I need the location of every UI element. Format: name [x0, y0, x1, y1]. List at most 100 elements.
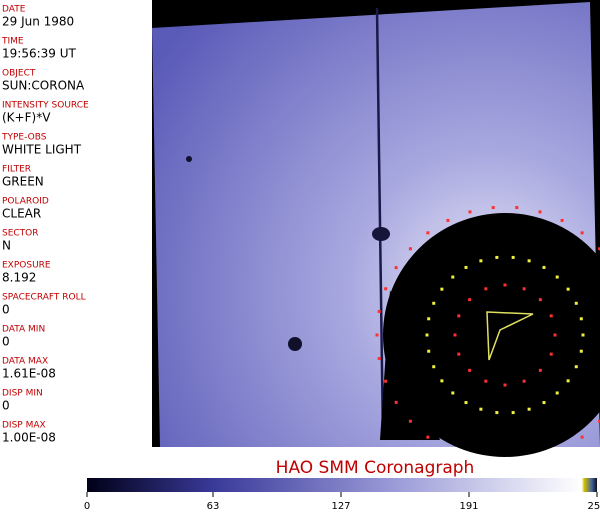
- tick-label: 0: [84, 501, 90, 512]
- dot: [464, 265, 468, 269]
- dot: [408, 419, 412, 423]
- dot: [468, 210, 472, 214]
- dot: [580, 231, 584, 235]
- dot: [542, 265, 546, 269]
- field-label: EXPOSURE: [2, 261, 51, 271]
- dot: [377, 357, 381, 361]
- dot: [579, 317, 583, 321]
- field-value: 8.192: [2, 271, 36, 285]
- field-value: 19:56:39 UT: [2, 47, 76, 61]
- field-label: TIME: [1, 37, 24, 47]
- dot: [579, 349, 583, 353]
- spot: [186, 156, 192, 162]
- dot: [426, 435, 430, 439]
- field-value: 0: [2, 335, 10, 349]
- dot: [555, 391, 559, 395]
- dot: [495, 255, 499, 259]
- tick-label: 255: [587, 501, 600, 512]
- dot: [464, 401, 468, 405]
- occulter-arm: [375, 7, 385, 441]
- dot: [522, 379, 526, 383]
- dot: [479, 407, 483, 411]
- colorbar-axis: 0 63 127 191 255: [84, 492, 600, 512]
- dot: [446, 218, 450, 222]
- dot: [538, 298, 542, 302]
- dot: [432, 301, 436, 305]
- tick-label: 191: [459, 501, 478, 512]
- dot: [581, 333, 585, 337]
- dot: [408, 247, 412, 251]
- field-value: 0: [2, 303, 10, 317]
- field-label: TYPE-OBS: [1, 133, 47, 143]
- colorbar: [87, 478, 597, 492]
- field-label: DATA MAX: [2, 357, 48, 367]
- dot-ring: [375, 206, 600, 439]
- dot: [503, 283, 507, 287]
- dot: [598, 419, 600, 423]
- dot: [553, 333, 557, 337]
- field-value: 0: [2, 399, 10, 413]
- dot: [440, 287, 444, 291]
- pylon: [372, 227, 390, 241]
- dot: [503, 383, 507, 387]
- dot: [574, 365, 578, 369]
- dot: [538, 368, 542, 372]
- dot: [560, 218, 564, 222]
- dot: [574, 301, 578, 305]
- dot: [394, 266, 398, 270]
- dot: [542, 401, 546, 405]
- field-value: GREEN: [2, 175, 44, 189]
- dot: [484, 379, 488, 383]
- dot: [491, 206, 495, 210]
- field-label: DISP MAX: [2, 421, 46, 431]
- field-value: 29 Jun 1980: [2, 15, 74, 29]
- dot: [527, 407, 531, 411]
- dot: [549, 352, 553, 356]
- field-label: DATA MIN: [2, 325, 45, 335]
- field-label: INTENSITY SOURCE: [2, 101, 89, 111]
- field-value: (K+F)*V: [2, 111, 51, 125]
- dot: [555, 275, 559, 279]
- image-title: HAO SMM Coronagraph: [276, 458, 475, 478]
- dot: [425, 333, 429, 337]
- field-label: DISP MIN: [2, 389, 43, 399]
- field-label: SECTOR: [2, 229, 39, 239]
- dot: [426, 231, 430, 235]
- field-label: FILTER: [2, 165, 31, 175]
- dot: [580, 435, 584, 439]
- dot: [451, 275, 455, 279]
- dot: [468, 368, 472, 372]
- spot: [288, 337, 302, 351]
- dot: [453, 333, 457, 337]
- field-label: OBJECT: [2, 69, 36, 79]
- tick-label: 63: [207, 501, 220, 512]
- field-value: 1.00E-08: [2, 431, 56, 445]
- image: [152, 0, 600, 457]
- dot: [375, 333, 379, 337]
- field-value: 1.61E-08: [2, 367, 56, 381]
- sun-outline: [486, 311, 534, 361]
- dot: [522, 287, 526, 291]
- dot: [457, 314, 461, 318]
- field-label: POLAROID: [2, 197, 49, 207]
- dot: [549, 314, 553, 318]
- dot: [440, 379, 444, 383]
- field-value: SUN:CORONA: [2, 79, 85, 93]
- field-label: DATE: [2, 5, 26, 15]
- tick-label: 127: [331, 501, 350, 512]
- field-value: WHITE LIGHT: [2, 143, 82, 157]
- field-value: CLEAR: [2, 207, 41, 221]
- dot: [432, 365, 436, 369]
- dot: [598, 247, 600, 251]
- dot: [495, 411, 499, 415]
- dot: [468, 298, 472, 302]
- occulting-disk: [383, 213, 600, 457]
- dot: [566, 287, 570, 291]
- field-label: SPACECRAFT ROLL: [2, 293, 86, 303]
- dot: [511, 411, 515, 415]
- dot: [479, 259, 483, 263]
- dot: [384, 287, 388, 291]
- dot: [427, 317, 431, 321]
